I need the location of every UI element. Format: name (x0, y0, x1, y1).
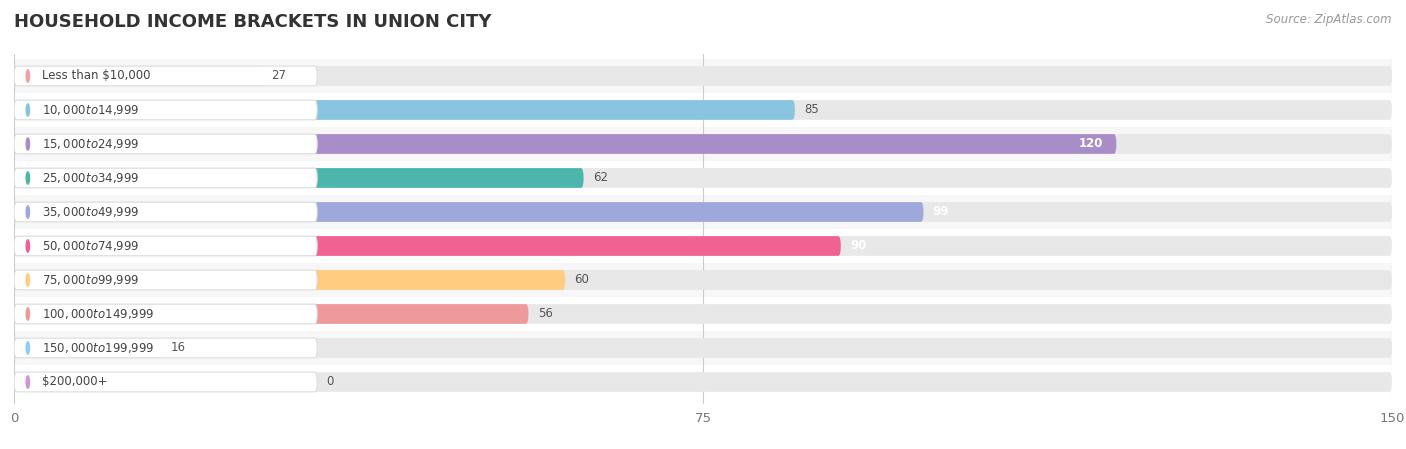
Circle shape (27, 104, 30, 116)
FancyBboxPatch shape (14, 168, 318, 188)
Text: Source: ZipAtlas.com: Source: ZipAtlas.com (1267, 13, 1392, 26)
FancyBboxPatch shape (14, 100, 318, 120)
Circle shape (27, 172, 30, 184)
FancyBboxPatch shape (14, 161, 1392, 195)
FancyBboxPatch shape (14, 236, 1392, 256)
FancyBboxPatch shape (14, 270, 565, 290)
FancyBboxPatch shape (14, 372, 1392, 392)
FancyBboxPatch shape (14, 202, 1392, 222)
FancyBboxPatch shape (14, 168, 1392, 188)
Text: 16: 16 (170, 342, 186, 355)
FancyBboxPatch shape (14, 304, 529, 324)
Circle shape (27, 240, 30, 252)
FancyBboxPatch shape (14, 195, 1392, 229)
FancyBboxPatch shape (14, 304, 318, 324)
Circle shape (27, 308, 30, 320)
FancyBboxPatch shape (14, 66, 262, 86)
Text: 0: 0 (326, 375, 333, 388)
FancyBboxPatch shape (14, 338, 318, 358)
Text: $150,000 to $199,999: $150,000 to $199,999 (42, 341, 155, 355)
Text: 27: 27 (271, 70, 287, 83)
FancyBboxPatch shape (14, 93, 1392, 127)
Circle shape (27, 138, 30, 150)
Text: Less than $10,000: Less than $10,000 (42, 70, 150, 83)
FancyBboxPatch shape (14, 365, 1392, 399)
FancyBboxPatch shape (14, 100, 794, 120)
FancyBboxPatch shape (14, 127, 1392, 161)
FancyBboxPatch shape (14, 331, 1392, 365)
FancyBboxPatch shape (14, 236, 318, 256)
Circle shape (27, 206, 30, 218)
FancyBboxPatch shape (14, 100, 1392, 120)
Text: $25,000 to $34,999: $25,000 to $34,999 (42, 171, 139, 185)
Text: $10,000 to $14,999: $10,000 to $14,999 (42, 103, 139, 117)
Text: $15,000 to $24,999: $15,000 to $24,999 (42, 137, 139, 151)
FancyBboxPatch shape (14, 168, 583, 188)
Text: $100,000 to $149,999: $100,000 to $149,999 (42, 307, 155, 321)
Text: 90: 90 (851, 239, 866, 252)
FancyBboxPatch shape (14, 202, 924, 222)
FancyBboxPatch shape (14, 297, 1392, 331)
Text: 99: 99 (932, 206, 949, 219)
Circle shape (27, 70, 30, 82)
FancyBboxPatch shape (14, 236, 841, 256)
FancyBboxPatch shape (14, 372, 318, 392)
Circle shape (27, 342, 30, 354)
Text: 56: 56 (537, 308, 553, 321)
FancyBboxPatch shape (14, 134, 1392, 154)
Text: 62: 62 (593, 172, 607, 185)
FancyBboxPatch shape (14, 229, 1392, 263)
Text: $75,000 to $99,999: $75,000 to $99,999 (42, 273, 139, 287)
FancyBboxPatch shape (14, 66, 1392, 86)
FancyBboxPatch shape (14, 202, 318, 222)
FancyBboxPatch shape (14, 338, 162, 358)
Text: 120: 120 (1078, 137, 1102, 150)
FancyBboxPatch shape (14, 270, 1392, 290)
Text: HOUSEHOLD INCOME BRACKETS IN UNION CITY: HOUSEHOLD INCOME BRACKETS IN UNION CITY (14, 13, 492, 31)
FancyBboxPatch shape (14, 304, 1392, 324)
Text: $50,000 to $74,999: $50,000 to $74,999 (42, 239, 139, 253)
Text: $200,000+: $200,000+ (42, 375, 107, 388)
FancyBboxPatch shape (14, 270, 318, 290)
Text: 85: 85 (804, 103, 818, 116)
FancyBboxPatch shape (14, 263, 1392, 297)
FancyBboxPatch shape (14, 338, 1392, 358)
FancyBboxPatch shape (14, 134, 1116, 154)
FancyBboxPatch shape (14, 134, 318, 154)
Circle shape (27, 376, 30, 388)
Circle shape (27, 274, 30, 286)
FancyBboxPatch shape (14, 59, 1392, 93)
Text: $35,000 to $49,999: $35,000 to $49,999 (42, 205, 139, 219)
FancyBboxPatch shape (14, 66, 318, 86)
Text: 60: 60 (575, 273, 589, 286)
